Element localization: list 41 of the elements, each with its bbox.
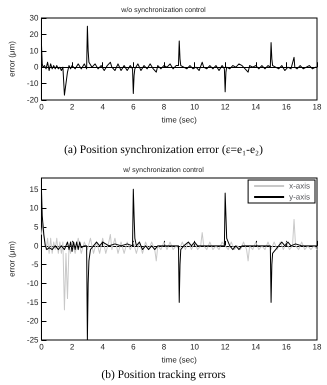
y-tick-label: -15: [26, 298, 40, 307]
x-tick-label: 4: [100, 102, 106, 112]
x-tick-label: 2: [70, 102, 75, 112]
x-tick-label: 12: [220, 342, 230, 352]
y-tick-label: -10: [26, 278, 40, 288]
y-tick-label: 0: [34, 241, 40, 250]
y-tick-label: 15: [30, 184, 40, 194]
y-axis-title: error (μm): [8, 240, 16, 277]
y-tick-label: 5: [34, 222, 40, 232]
y-tick-label: -20: [26, 316, 40, 326]
x-tick-label: 6: [131, 102, 136, 112]
y-tick-label: -10: [26, 79, 40, 88]
y-axis-title: error (μm): [8, 40, 16, 77]
x-axis-title: time (sec): [162, 355, 198, 364]
legend-label: x-axis: [289, 182, 310, 190]
y-tick-label: -25: [26, 336, 40, 344]
text: (b) Position tracking errors: [101, 369, 226, 381]
x-tick-label: 16: [282, 342, 292, 352]
y-tick-label: -5: [31, 260, 39, 270]
x-tick-label: 14: [251, 102, 261, 112]
x-tick-label: 4: [100, 342, 106, 352]
x-tick-label: 12: [220, 102, 230, 112]
legend-label: y-axis: [289, 192, 310, 202]
y-tick-label: -20: [26, 96, 40, 104]
x-tick-label: 16: [282, 102, 292, 112]
y-tick-label: 30: [30, 14, 40, 22]
y-tick-label: 0: [34, 62, 40, 72]
y-tick-label: 10: [30, 204, 40, 213]
x-axis-title: time (sec): [162, 115, 198, 124]
x-tick-label: 18: [312, 102, 322, 112]
y-tick-label: 20: [30, 30, 40, 39]
x-tick-label: 8: [162, 102, 167, 112]
x-tick-label: 18: [312, 342, 322, 352]
x-tick-label: 10: [190, 342, 200, 352]
x-tick-label: 10: [190, 102, 200, 112]
x-tick-label: 14: [251, 342, 261, 352]
y-tick-label: 10: [30, 46, 40, 56]
x-tick-label: 6: [131, 342, 136, 352]
x-tick-label: 8: [162, 342, 167, 352]
text: (a) Position synchronization error (ε=e₁-e₂): [64, 144, 264, 156]
x-tick-label: 2: [70, 342, 75, 352]
